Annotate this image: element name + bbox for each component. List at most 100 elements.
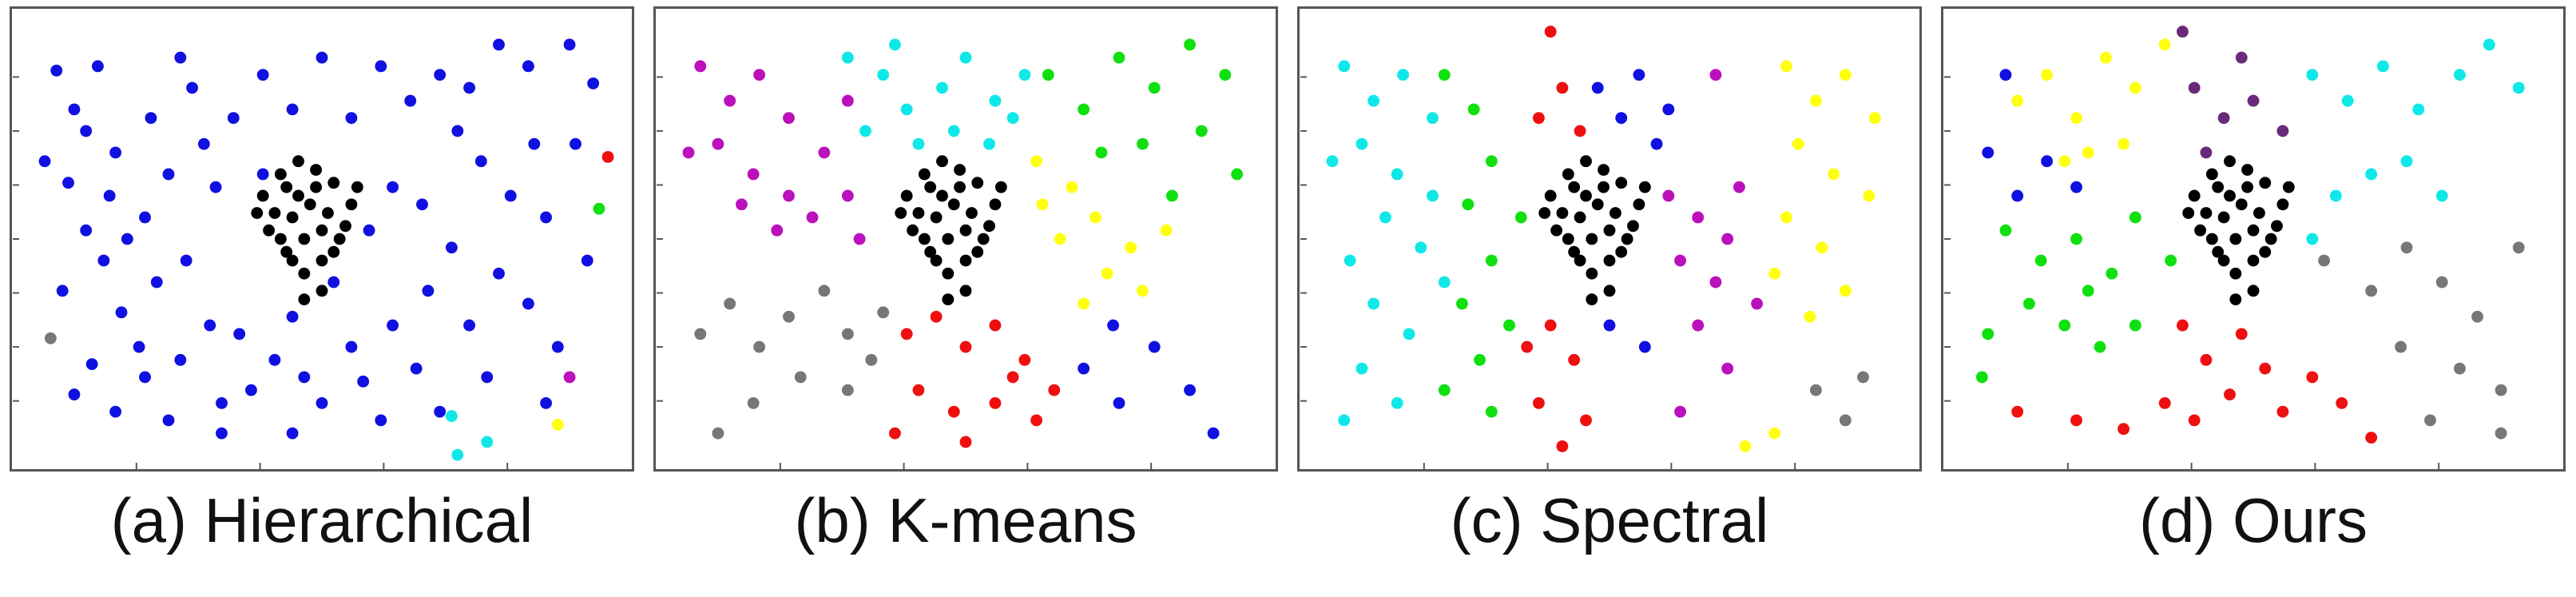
scatter-point-blue bbox=[528, 137, 541, 150]
scatter-point-black bbox=[316, 285, 328, 297]
scatter-point-blue bbox=[345, 340, 358, 353]
scatter-point-cyan bbox=[1355, 137, 1368, 150]
scatter-point-blue bbox=[62, 177, 74, 189]
scatter-panel-ours bbox=[1941, 6, 2566, 472]
scatter-point-green bbox=[1078, 103, 1090, 116]
scatter-point-gray bbox=[865, 353, 878, 366]
scatter-point-blue bbox=[1591, 82, 1604, 94]
scatter-point-red bbox=[1574, 125, 1586, 137]
scatter-point-blue bbox=[375, 60, 387, 73]
scatter-point-cyan bbox=[1367, 94, 1380, 107]
scatter-point-black bbox=[930, 254, 943, 267]
scatter-point-blue bbox=[174, 353, 187, 366]
scatter-point-blue bbox=[1982, 146, 1995, 159]
scatter-point-cyan bbox=[959, 51, 972, 64]
scatter-point-black bbox=[1580, 155, 1592, 168]
scatter-point-black bbox=[1574, 254, 1586, 267]
scatter-point-cyan bbox=[1344, 254, 1356, 267]
scatter-point-magenta bbox=[1674, 254, 1686, 267]
scatter-point-black bbox=[298, 293, 311, 306]
scatter-point-magenta bbox=[712, 137, 724, 150]
scatter-point-red bbox=[2259, 362, 2272, 375]
scatter-point-black bbox=[1627, 220, 1639, 233]
scatter-point-blue bbox=[139, 371, 151, 384]
scatter-point-blue bbox=[434, 69, 447, 82]
scatter-point-gray bbox=[2471, 310, 2483, 323]
scatter-point-cyan bbox=[1018, 69, 1031, 82]
scatter-point-purple bbox=[2200, 146, 2213, 159]
scatter-point-blue bbox=[1650, 137, 1663, 150]
scatter-point-cyan bbox=[983, 137, 995, 150]
scatter-point-red bbox=[1533, 396, 1545, 409]
scatter-point-green bbox=[1982, 328, 1995, 340]
scatter-point-black bbox=[2212, 181, 2225, 193]
scatter-point-blue bbox=[416, 198, 428, 211]
scatter-point-red bbox=[2011, 405, 2024, 418]
scatter-point-blue bbox=[540, 211, 552, 224]
scatter-point-yellow bbox=[1125, 241, 1137, 254]
scatter-point-black bbox=[274, 168, 287, 181]
scatter-point-gray bbox=[747, 396, 760, 409]
scatter-point-black bbox=[1638, 181, 1651, 193]
scatter-point-black bbox=[954, 164, 966, 176]
scatter-point-red bbox=[1006, 371, 1019, 384]
scatter-point-green bbox=[2129, 319, 2141, 332]
scatter-point-purple bbox=[2247, 94, 2260, 107]
scatter-point-blue bbox=[227, 112, 240, 125]
scatter-point-blue bbox=[50, 64, 63, 77]
scatter-point-cyan bbox=[2412, 103, 2425, 116]
scatter-point-black bbox=[1610, 207, 1621, 219]
scatter-point-purple bbox=[2188, 82, 2201, 94]
scatter-point-black bbox=[310, 181, 322, 193]
scatter-point-black bbox=[1568, 181, 1581, 193]
scatter-point-black bbox=[994, 181, 1007, 193]
scatter-point-blue bbox=[422, 285, 435, 297]
scatter-point-blue bbox=[463, 319, 475, 332]
scatter-point-blue bbox=[357, 375, 370, 388]
scatter-point-magenta bbox=[1721, 362, 1734, 375]
scatter-point-cyan bbox=[2435, 189, 2448, 202]
scatter-point-cyan bbox=[1415, 241, 1427, 254]
scatter-point-magenta bbox=[753, 69, 766, 82]
scatter-point-blue bbox=[570, 137, 581, 150]
scatter-point-cyan bbox=[2483, 38, 2495, 51]
scatter-point-cyan bbox=[1427, 189, 1439, 202]
scatter-point-black bbox=[924, 245, 937, 258]
scatter-point-black bbox=[1633, 198, 1645, 211]
scatter-point-yellow bbox=[2011, 94, 2024, 107]
scatter-point-blue bbox=[121, 233, 133, 245]
scatter-point-gray bbox=[794, 371, 807, 384]
scatter-point-black bbox=[292, 155, 304, 168]
scatter-point-blue bbox=[286, 310, 299, 323]
scatter-point-green bbox=[1184, 38, 1196, 51]
scatter-point-red bbox=[2306, 371, 2319, 384]
scatter-point-cyan bbox=[481, 436, 494, 448]
scatter-point-blue bbox=[316, 51, 328, 64]
scatter-plot-kmeans bbox=[657, 38, 1244, 469]
scatter-point-blue bbox=[109, 146, 122, 159]
scatter-point-black bbox=[351, 181, 363, 193]
scatter-point-black bbox=[298, 267, 311, 280]
scatter-point-magenta bbox=[1674, 405, 1686, 418]
scatter-point-black bbox=[280, 181, 293, 193]
scatter-point-yellow bbox=[1030, 155, 1042, 168]
scatter-point-cyan bbox=[1427, 112, 1439, 125]
scatter-point-blue bbox=[256, 168, 269, 181]
scatter-point-blue bbox=[174, 51, 187, 64]
scatter-point-blue bbox=[581, 254, 593, 267]
scatter-point-magenta bbox=[1709, 276, 1722, 289]
scatter-point-black bbox=[2205, 168, 2218, 181]
scatter-point-blue bbox=[245, 384, 257, 396]
scatter-point-cyan bbox=[1403, 328, 1415, 340]
scatter-point-yellow bbox=[2058, 155, 2071, 168]
scatter-point-gray bbox=[2453, 362, 2466, 375]
scatter-point-yellow bbox=[1828, 168, 1840, 181]
scatter-point-cyan bbox=[1367, 297, 1380, 310]
scatter-point-gray bbox=[818, 285, 831, 297]
scatter-point-black bbox=[333, 233, 346, 245]
scatter-point-black bbox=[1580, 189, 1592, 202]
scatter-point-green bbox=[2106, 267, 2118, 280]
scatter-point-green bbox=[2058, 319, 2071, 332]
scatter-point-red bbox=[1544, 26, 1557, 38]
scatter-point-black bbox=[918, 233, 931, 245]
